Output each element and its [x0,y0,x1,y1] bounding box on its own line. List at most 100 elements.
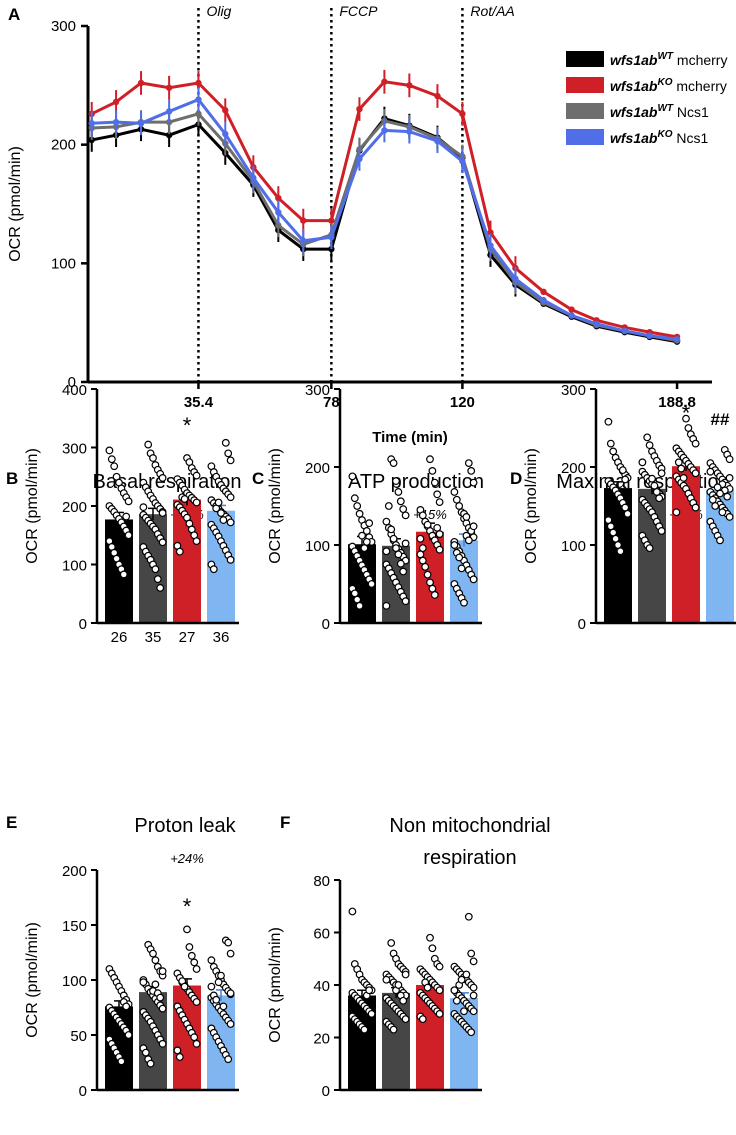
panel-title-f: Non mitochondrial [389,815,550,837]
data-point [137,120,145,127]
data-point [367,1009,376,1018]
data-point [621,475,630,484]
data-point [226,989,235,998]
y-axis-title-a: OCR (pmol/min) [7,146,24,262]
data-point [679,474,688,482]
data-point [112,118,120,126]
data-point [355,509,364,518]
panel-title-c: ATP production [348,471,484,493]
data-point [112,98,120,106]
data-point [180,495,189,503]
data-point [450,488,459,496]
data-point [718,508,727,517]
data-point [469,575,478,584]
data-point [433,523,442,532]
y-tick-label-e: 200 [62,863,87,880]
data-point [190,1033,199,1042]
data-point [435,1009,444,1018]
y-tick-label-f: 80 [313,873,330,890]
series-3 [88,87,681,343]
data-point [384,502,393,510]
data-point [616,547,625,556]
y-tick-label-b: 400 [62,382,87,399]
data-point [418,511,427,520]
data-point [219,516,228,524]
data-point [416,534,425,543]
data-point [195,110,202,118]
data-point [110,462,119,471]
significance-mark: * [682,401,691,426]
data-point [144,440,153,449]
data-point [192,537,201,545]
legend-entry: wfs1abKO Ncs1 [610,129,708,146]
data-point [185,943,194,951]
data-point [226,518,235,527]
data-point [399,505,408,514]
data-point [426,933,434,942]
data-point [460,598,468,607]
data-point [512,275,519,282]
data-point [655,494,664,503]
data-point [423,983,432,992]
data-point [275,194,282,202]
data-point [381,78,388,85]
data-point [604,417,613,426]
data-point [175,1053,184,1061]
x-tick-label-a: 78 [323,394,340,411]
data-point [713,483,722,492]
data-point [455,553,464,562]
data-point [723,492,732,501]
data-point [222,107,229,114]
data-point [650,481,659,490]
data-point [682,414,690,423]
data-point [356,105,363,113]
data-point [725,474,734,482]
data-point [175,547,184,556]
data-point [469,478,478,487]
significance-mark: ## [711,410,730,429]
data-point [462,970,471,979]
data-point [638,458,647,467]
data-point [464,459,473,468]
data-point [401,1015,410,1024]
panel-f: F Non mitochondrial respiration 0 20 40 60 80 OC… [267,813,551,1100]
data-point [105,446,114,455]
data-point [430,591,439,599]
data-point [423,570,432,579]
significance-mark: * [183,413,192,438]
data-point [221,438,230,447]
data-point [540,296,547,304]
panel-label-c: C [252,469,264,488]
legend-gene: wfs1ab [610,52,658,68]
data-point [643,433,652,442]
injection-label: FCCP [339,3,378,19]
data-point [648,474,656,483]
y-tick-label-d: 100 [561,538,586,555]
data-point [151,565,160,574]
data-point [124,531,133,540]
y-tick-label-f: 0 [322,1083,330,1100]
data-point [124,497,133,506]
data-point [430,478,439,487]
data-point [358,531,366,540]
data-point [716,536,724,545]
data-point [158,1004,167,1013]
data-point [355,601,364,610]
data-point [455,502,464,510]
data-point [365,986,374,995]
panel-title-b: Basal respiration [93,471,242,493]
data-point [107,455,116,464]
data-point [396,559,405,568]
data-point [394,488,403,496]
data-point [426,578,434,587]
legend-construct: mcherry [673,52,727,68]
data-point [394,981,403,989]
y-axis-title-c: OCR (pmol/min) [267,448,284,564]
data-point [674,458,683,467]
sample-count: 26 [111,629,128,646]
data-point [716,489,724,498]
data-point [460,1007,468,1016]
legend-swatch [566,51,604,67]
data-point [381,127,388,134]
